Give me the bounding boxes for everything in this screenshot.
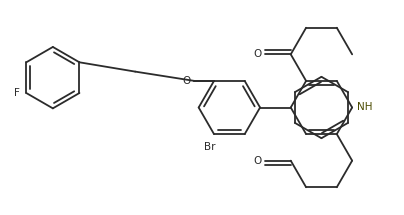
Text: Br: Br — [204, 142, 215, 152]
Text: F: F — [15, 88, 20, 98]
Text: O: O — [183, 76, 191, 86]
Text: O: O — [254, 49, 262, 59]
Text: NH: NH — [357, 103, 373, 112]
Text: O: O — [254, 156, 262, 166]
